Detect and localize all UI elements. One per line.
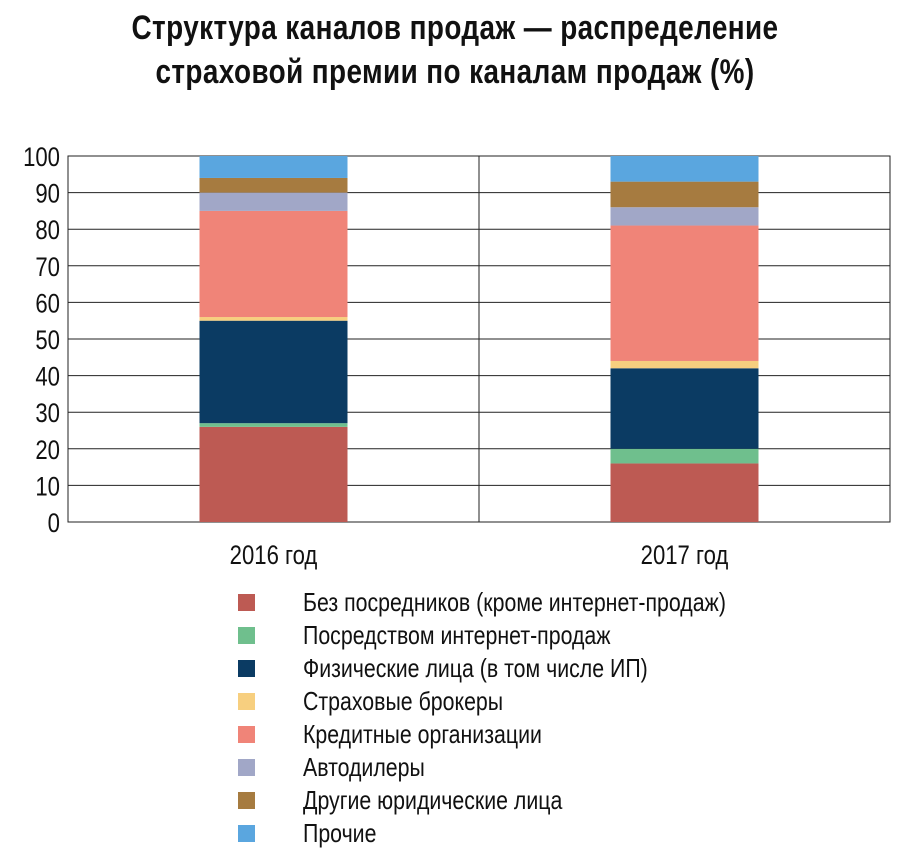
- chart-title-line-2: страховой премии по каналам продаж (%): [155, 53, 755, 91]
- y-tick-label: 40: [35, 363, 60, 393]
- legend-swatch: [238, 726, 255, 743]
- y-tick-label: 30: [35, 399, 60, 429]
- bar-segment-0-2: [199, 320, 348, 424]
- chart-legend: Без посредников (кроме интернет-продаж) П…: [238, 586, 819, 850]
- x-category-label: 2017 год: [641, 541, 729, 571]
- bar-segment-0-7: [199, 156, 348, 178]
- stacked-bar-chart: 0 10 20 30 40 50 60 70 80 90 100 2016 год 2017 год: [23, 143, 891, 571]
- bar-segment-1-3: [610, 360, 759, 369]
- legend-label: Автодилеры: [303, 752, 425, 782]
- legend-label: Другие юридические лица: [303, 785, 563, 815]
- legend-item: Автодилеры: [238, 751, 819, 784]
- legend-swatch: [238, 825, 255, 842]
- legend-item: Другие юридические лица: [238, 784, 819, 817]
- y-tick-label: 90: [35, 180, 60, 210]
- legend-swatch: [238, 660, 255, 677]
- chart-title: Структура каналов продаж — распределение…: [82, 6, 828, 94]
- bar-segment-1-0: [610, 463, 759, 522]
- x-category-label: 2016 год: [230, 541, 318, 571]
- legend-item: Кредитные организации: [238, 718, 819, 751]
- y-tick-label: 20: [35, 436, 60, 466]
- bar-segment-0-1: [199, 423, 348, 427]
- legend-swatch: [238, 627, 255, 644]
- legend-item: Без посредников (кроме интернет-продаж): [238, 586, 819, 619]
- bar-segment-1-7: [610, 156, 759, 182]
- chart-title-line-1: Структура каналов продаж — распределение: [131, 9, 779, 47]
- bar-segment-0-0: [199, 426, 348, 522]
- legend-swatch: [238, 693, 255, 710]
- bar-segment-0-3: [199, 317, 348, 321]
- legend-swatch: [238, 594, 255, 611]
- y-tick-label: 70: [35, 253, 60, 283]
- legend-label: Прочие: [303, 818, 377, 848]
- legend-item: Прочие: [238, 817, 819, 850]
- y-tick-label: 50: [35, 326, 60, 356]
- y-tick-label: 80: [35, 216, 60, 246]
- bar-segment-1-6: [610, 181, 759, 208]
- legend-label: Посредством интернет-продаж: [303, 620, 611, 650]
- bar-segment-0-6: [199, 177, 348, 193]
- legend-item: Страховые брокеры: [238, 685, 819, 718]
- y-tick-label: 60: [35, 289, 60, 319]
- bar-segment-1-5: [610, 207, 759, 226]
- legend-swatch: [238, 792, 255, 809]
- bar-segment-0-4: [199, 210, 348, 318]
- bar-segment-1-1: [610, 448, 759, 464]
- y-tick-label: 0: [48, 509, 60, 539]
- bar-segment-1-2: [610, 368, 759, 449]
- legend-label: Без посредников (кроме интернет-продаж): [303, 587, 726, 617]
- y-tick-label: 10: [35, 472, 60, 502]
- y-tick-label: 100: [23, 143, 60, 173]
- legend-label: Кредитные организации: [303, 719, 542, 749]
- legend-label: Страховые брокеры: [303, 686, 504, 716]
- legend-item: Посредством интернет-продаж: [238, 619, 819, 652]
- bar-segment-0-5: [199, 192, 348, 211]
- bar-segment-1-4: [610, 225, 759, 361]
- legend-swatch: [238, 759, 255, 776]
- legend-item: Физические лица (в том числе ИП): [238, 652, 819, 685]
- legend-label: Физические лица (в том числе ИП): [303, 653, 648, 683]
